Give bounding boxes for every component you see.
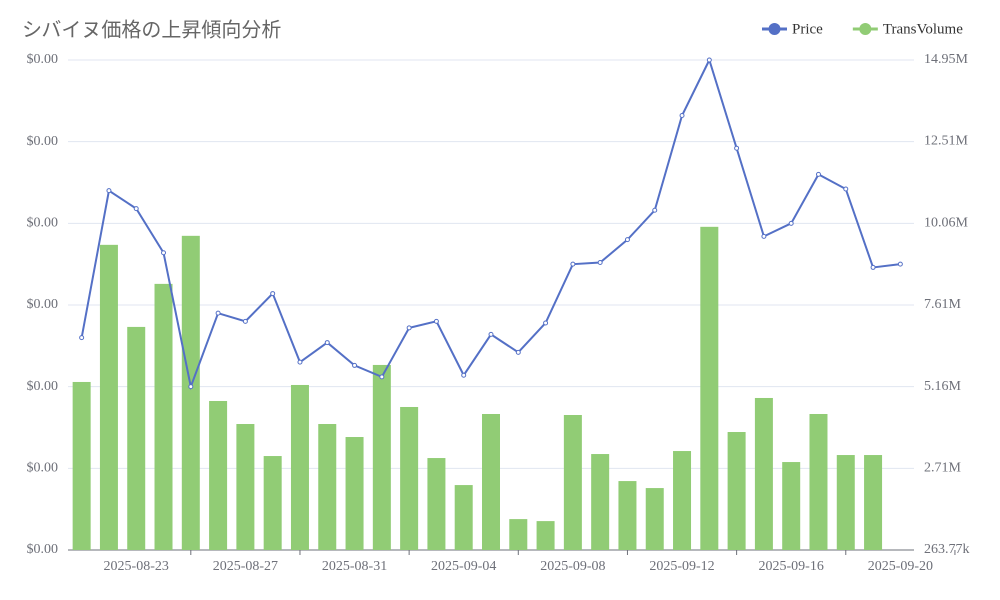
- bar: [99, 244, 118, 550]
- price-point: [515, 349, 521, 355]
- price-point: [106, 188, 112, 194]
- legend-dot: [768, 23, 781, 35]
- bar: [673, 451, 692, 550]
- y-tick-label: $0.00: [27, 297, 59, 312]
- price-point: [843, 186, 849, 192]
- y2-tick-label: 12.51M: [924, 134, 969, 149]
- x-tick-label: 2025-08-31: [322, 559, 387, 574]
- x-tick-label: 2025-09-04: [431, 559, 496, 574]
- y-tick-label: $0.00: [27, 542, 59, 557]
- price-point: [734, 145, 740, 151]
- price-point: [461, 372, 467, 378]
- price-point: [133, 206, 139, 212]
- price-point: [624, 237, 630, 243]
- y-tick-label: $0.00: [27, 379, 59, 394]
- y2-tick-label: 5.16M: [924, 379, 962, 394]
- bar: [727, 432, 746, 550]
- price-point: [570, 261, 576, 267]
- x-tick-label: 2025-08-23: [104, 559, 169, 574]
- bar: [154, 283, 173, 550]
- bar: [290, 384, 309, 550]
- bar: [372, 364, 391, 550]
- legend-label: Price: [792, 21, 823, 37]
- price-point: [815, 171, 821, 177]
- y-tick-label: $0.00: [27, 216, 59, 231]
- y2-tick-label: 10.06M: [924, 215, 969, 230]
- bar: [127, 326, 146, 550]
- price-point: [79, 335, 85, 341]
- price-point: [870, 264, 876, 270]
- price-point: [215, 310, 221, 316]
- x-tick-label: 2025-08-27: [213, 559, 278, 574]
- y-tick-label: $0.00: [27, 52, 59, 67]
- legend-dot: [859, 23, 872, 35]
- price-point: [433, 318, 439, 324]
- bar: [536, 521, 555, 550]
- bar: [618, 481, 637, 550]
- bar: [754, 397, 773, 550]
- bar: [72, 381, 91, 550]
- price-point: [324, 340, 330, 346]
- price-point: [543, 320, 549, 326]
- price-point: [242, 318, 248, 324]
- price-point: [352, 362, 358, 368]
- price-point: [597, 260, 603, 266]
- bar: [482, 413, 500, 550]
- price-point: [679, 113, 685, 119]
- x-tick-label: 2025-09-20: [868, 559, 933, 574]
- x-tick-label: 2025-09-12: [649, 559, 714, 574]
- y2-tick-label: 14.95M: [924, 52, 969, 67]
- bar: [318, 424, 337, 550]
- price-point: [788, 220, 794, 226]
- bar: [563, 414, 582, 550]
- y-tick-label: $0.00: [27, 461, 59, 476]
- bar: [209, 400, 228, 550]
- price-point: [761, 233, 767, 239]
- price-point: [379, 374, 385, 380]
- price-point: [652, 207, 658, 213]
- price-point: [897, 261, 903, 267]
- y-tick-label: $0.00: [27, 134, 59, 149]
- bar: [454, 485, 473, 550]
- bar: [427, 458, 446, 550]
- bar: [645, 488, 664, 550]
- price-point: [161, 250, 167, 256]
- bar: [345, 437, 364, 550]
- bar: [509, 519, 528, 550]
- bar: [864, 455, 883, 550]
- price-point: [706, 57, 712, 63]
- bar: [181, 235, 200, 551]
- legend-label: TransVolume: [883, 21, 963, 37]
- bar: [809, 413, 828, 550]
- bar: [782, 462, 801, 550]
- x-tick-label: 2025-09-08: [540, 559, 605, 574]
- bar: [263, 456, 282, 550]
- x-tick-label: 2025-09-16: [759, 559, 824, 574]
- y2-tick-label: 7.61M: [924, 297, 962, 312]
- bar: [836, 455, 855, 550]
- bar: [400, 406, 419, 550]
- price-point: [270, 291, 276, 297]
- bar: [591, 454, 610, 550]
- bar: [700, 226, 719, 550]
- y2-tick-label: 2.71M: [924, 461, 962, 476]
- price-point: [188, 384, 194, 390]
- price-point: [488, 331, 494, 337]
- y2-tick-label: 263.77k: [924, 542, 970, 557]
- price-point: [297, 359, 303, 365]
- bar: [236, 424, 255, 550]
- chart-title: シバイヌ価格の上昇傾向分析: [22, 19, 281, 42]
- price-point: [406, 325, 412, 331]
